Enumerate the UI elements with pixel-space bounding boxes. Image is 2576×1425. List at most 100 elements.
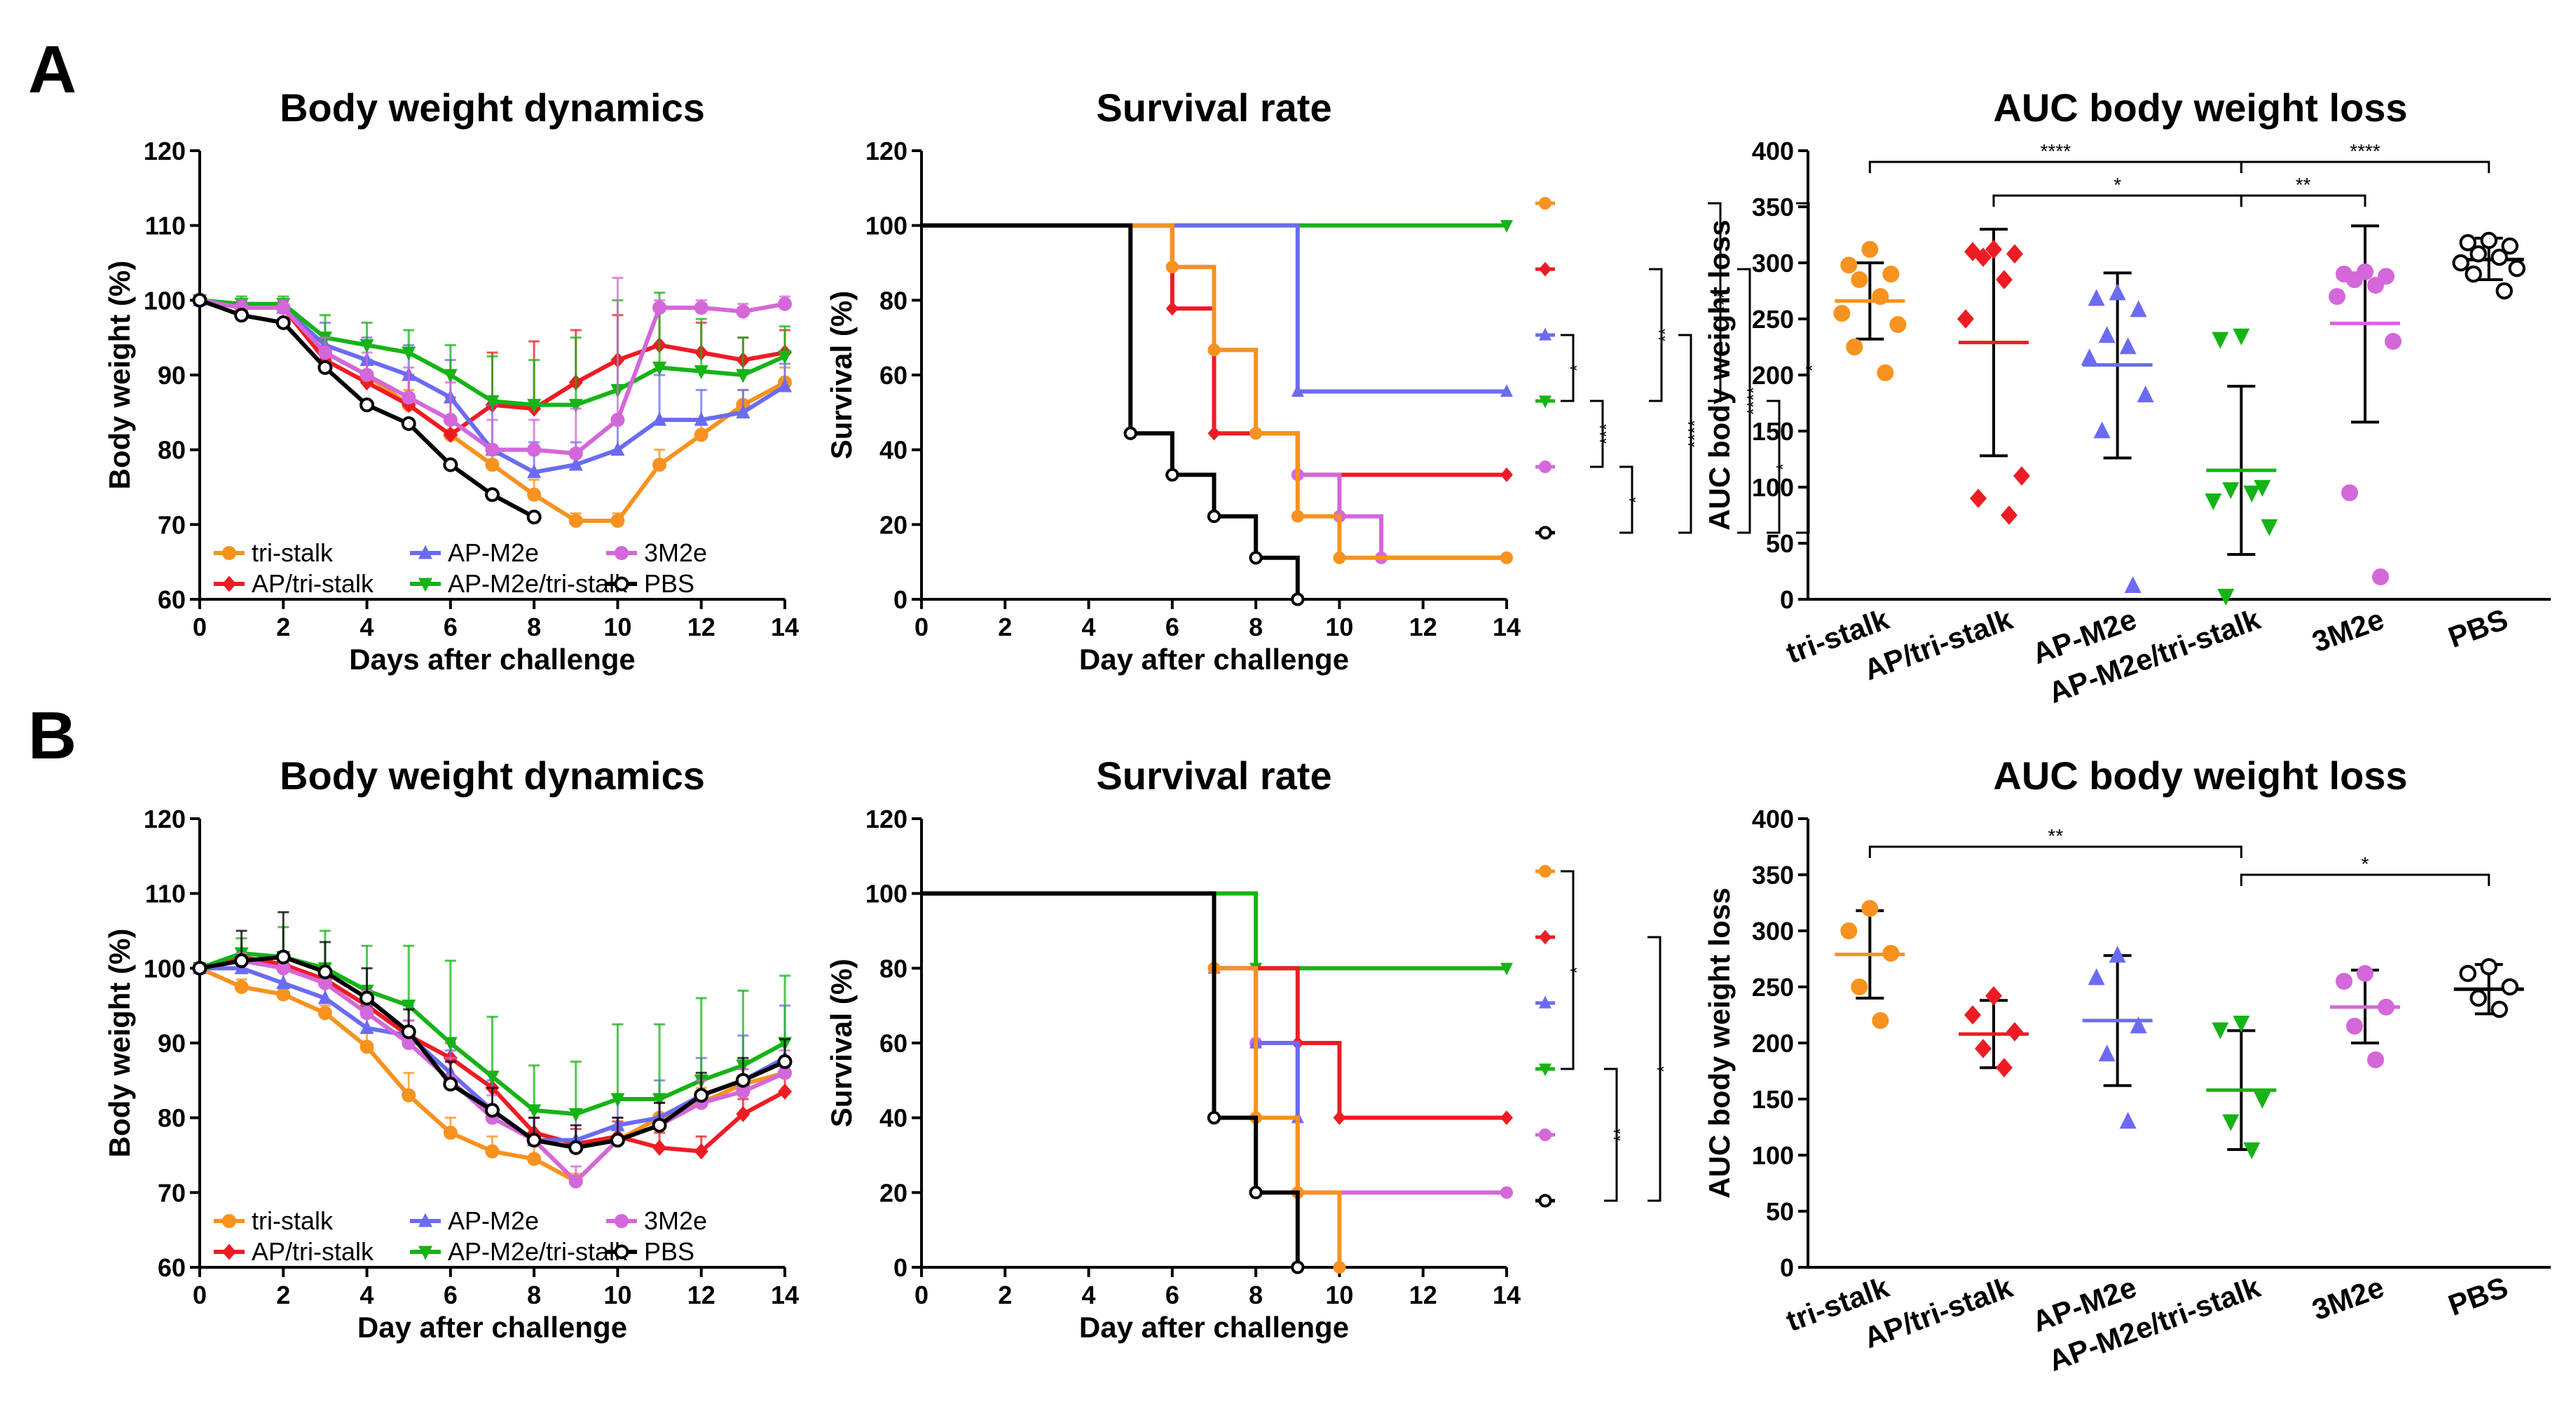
y-tick-label: 110: [145, 880, 186, 908]
x-tick-label: 10: [603, 613, 631, 641]
legend-item-pbs: PBS: [606, 1237, 694, 1266]
data-point: [568, 399, 583, 414]
data-point: [2130, 300, 2147, 318]
y-tick-label: 400: [1752, 137, 1794, 165]
data-point: [401, 1024, 416, 1039]
data-point: [485, 442, 500, 457]
x-tick-label: 4: [1082, 1281, 1096, 1309]
data-point: [276, 975, 291, 990]
data-point: [736, 1105, 751, 1122]
significance-bracket: [1604, 1068, 1618, 1202]
data-point: [1996, 270, 2013, 289]
data-point: [1970, 489, 1987, 508]
data-point: [610, 442, 625, 456]
legend-item-pbs: PBS: [606, 569, 694, 598]
data-point: [2501, 237, 2519, 255]
data-point: [443, 1077, 458, 1092]
y-tick-label: 100: [1752, 473, 1794, 502]
chart-b-bw: Body weight dynamics60708090100110120Bod…: [103, 754, 799, 1344]
series-ap-m2e: [922, 223, 1513, 397]
data-point: [527, 1104, 542, 1119]
data-point: [2119, 1112, 2137, 1129]
data-point: [2222, 1114, 2240, 1131]
data-point: [652, 458, 667, 472]
data-point: [192, 292, 207, 308]
data-point: [2367, 277, 2384, 294]
category-label: 3M2e: [2308, 1270, 2388, 1326]
significance-label: *: [2362, 853, 2369, 875]
y-tick-label: 400: [1752, 805, 1794, 833]
x-axis-label: Day after challenge: [1079, 1311, 1349, 1344]
legend-marker: [222, 1243, 236, 1260]
legend-label: AP/tri-stalk: [252, 569, 374, 598]
survival-point: [1500, 1186, 1513, 1199]
data-point: [778, 378, 792, 393]
survival-step-line: [922, 891, 1342, 1267]
group-ap-m2e: [2081, 271, 2154, 593]
x-axis-label: Day after challenge: [357, 1311, 627, 1344]
group-3m2e: [2330, 964, 2400, 1068]
x-tick-label: 6: [1165, 613, 1179, 641]
significance-bracket: [2240, 873, 2491, 886]
x-tick-label: 14: [1493, 613, 1521, 641]
significance-label: *: [2113, 174, 2121, 196]
x-tick-label: 8: [527, 613, 541, 641]
data-point: [2491, 248, 2508, 266]
y-tick-label: 80: [158, 1104, 186, 1133]
y-tick-label: 150: [1752, 1085, 1794, 1114]
data-point: [359, 397, 375, 413]
data-point: [359, 1006, 374, 1021]
data-point: [652, 1093, 667, 1107]
legend-label: PBS: [644, 1237, 694, 1266]
data-point: [443, 1037, 458, 1051]
data-point: [402, 390, 416, 404]
significance-bracket: [2240, 194, 2366, 207]
legend-marker: [1539, 197, 1551, 210]
survival-step-line: [922, 891, 1300, 1267]
y-tick-label: 40: [879, 436, 907, 465]
legend-marker: [614, 1244, 629, 1260]
data-point: [2254, 1091, 2271, 1109]
legend-item-ap-m2e: AP-M2e: [410, 538, 539, 567]
survival-point: [1291, 592, 1305, 606]
y-tick-label: 0: [1780, 1253, 1794, 1282]
survival-step-line: [922, 891, 1300, 1118]
y-tick-label: 250: [1752, 973, 1794, 1002]
data-point: [1861, 900, 1879, 917]
data-point: [2222, 482, 2240, 499]
data-point: [2212, 1022, 2229, 1039]
group-ap-m2e: [2082, 946, 2153, 1129]
y-tick-label: 40: [879, 1104, 907, 1133]
y-axis-label: Survival (%): [825, 291, 858, 459]
x-tick-label: 12: [1409, 1281, 1437, 1309]
data-point: [2452, 254, 2469, 272]
legend-marker: [222, 1214, 236, 1228]
series-ap-m2e: [922, 891, 1304, 1124]
y-tick-label: 100: [865, 212, 907, 240]
y-tick-label: 60: [158, 1253, 186, 1282]
x-tick-label: 0: [914, 1281, 929, 1309]
significance-bracket: [1868, 845, 2242, 858]
survival-legend-ap-m2e: [1535, 327, 1555, 341]
legend-item-ap-m2e: AP-M2e: [410, 1206, 539, 1235]
significance-label: **: [2048, 825, 2063, 847]
y-tick-label: 0: [893, 1253, 907, 1282]
survival-point: [1500, 468, 1513, 482]
significance-label: ****: [2041, 140, 2071, 162]
y-tick-label: 20: [879, 510, 907, 539]
data-point: [234, 980, 249, 994]
data-point: [2459, 234, 2476, 252]
data-point: [2469, 245, 2487, 263]
data-point: [527, 464, 542, 479]
data-point: [2501, 978, 2519, 996]
data-point: [610, 1133, 625, 1148]
x-tick-label: 4: [360, 613, 374, 641]
data-point: [276, 987, 291, 1002]
data-point: [275, 315, 291, 330]
data-point: [652, 301, 667, 315]
significance-bracket: [1992, 194, 2242, 207]
significance-bracket: [1678, 334, 1692, 534]
legend-marker: [1538, 526, 1552, 540]
chart-title: AUC body weight loss: [1993, 754, 2407, 798]
